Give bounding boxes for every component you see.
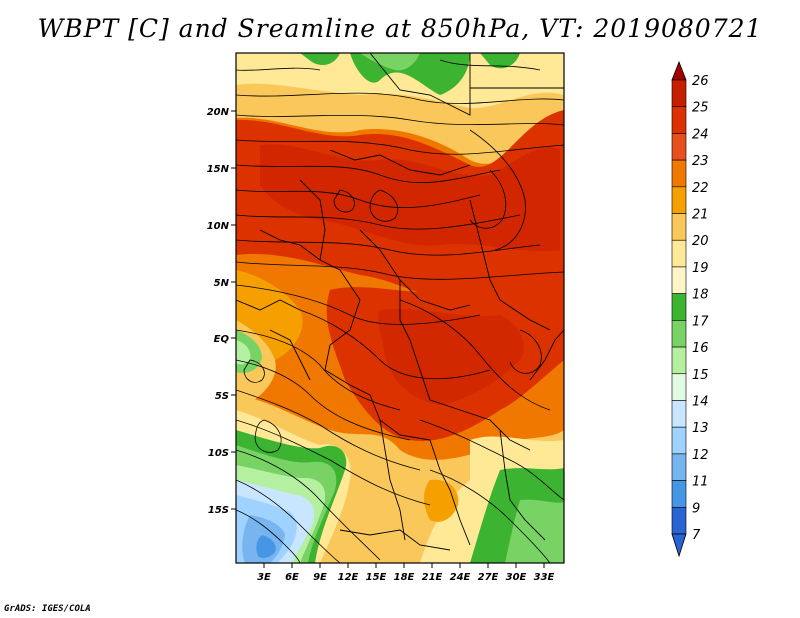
lat-label: EQ bbox=[214, 334, 230, 345]
lat-label: 20N bbox=[207, 107, 230, 118]
colorbar-label: 13 bbox=[692, 421, 709, 436]
colorbar-cell bbox=[671, 453, 687, 481]
lat-label: 15S bbox=[208, 505, 229, 516]
colorbar-bottom-arrow bbox=[671, 533, 687, 558]
colorbar-label: 21 bbox=[692, 208, 709, 223]
lat-axis: 20N 15N 10N 5N EQ 5S 10S 15S bbox=[207, 107, 236, 516]
lon-axis: 3E 6E 9E 12E 15E 18E 21E 24E 27E 30E 33E bbox=[257, 563, 555, 583]
colorbar-label: 9 bbox=[692, 501, 700, 516]
lat-label: 15N bbox=[207, 164, 230, 175]
colorbar-label: 19 bbox=[692, 261, 709, 276]
colorbar: 26 25 24 23 22 21 20 19 18 17 16 15 14 13 12 11 9 7 bbox=[671, 60, 709, 558]
lon-label: 3E bbox=[257, 572, 271, 583]
lon-label: 15E bbox=[366, 572, 387, 583]
colorbar-label: 7 bbox=[692, 528, 701, 543]
colorbar-cell bbox=[671, 373, 687, 401]
footer-credit: GrADS: IGES/COLA bbox=[4, 604, 91, 614]
colorbar-cell bbox=[671, 426, 687, 455]
lon-label: 30E bbox=[506, 572, 527, 583]
colorbar-label: 23 bbox=[692, 154, 709, 169]
colorbar-label: 12 bbox=[692, 448, 709, 463]
colorbar-top-arrow bbox=[671, 60, 687, 81]
lat-label: 5N bbox=[214, 278, 230, 289]
colorbar-label: 14 bbox=[692, 394, 709, 409]
colorbar-cell bbox=[671, 480, 687, 508]
country-borders bbox=[236, 53, 564, 551]
lat-label: 5S bbox=[215, 391, 229, 402]
lon-label: 27E bbox=[478, 572, 499, 583]
lon-label: 6E bbox=[285, 572, 299, 583]
streamlines bbox=[236, 59, 564, 563]
colorbar-label: 17 bbox=[692, 314, 709, 329]
colorbar-label: 16 bbox=[692, 341, 709, 356]
chart-title: WBPT [C] and Sreamline at 850hPa, VT: 20… bbox=[37, 14, 763, 43]
colorbar-label: 25 bbox=[692, 101, 709, 116]
lon-label: 21E bbox=[422, 572, 443, 583]
colorbar-label: 11 bbox=[692, 475, 709, 490]
colorbar-cell bbox=[671, 106, 687, 134]
colorbar-label: 24 bbox=[692, 127, 709, 142]
colorbar-cell bbox=[671, 400, 687, 428]
colorbar-cell bbox=[671, 133, 687, 161]
colorbar-cell bbox=[671, 346, 687, 375]
colorbar-cell bbox=[671, 320, 687, 348]
colorbar-cell bbox=[671, 159, 687, 188]
colorbar-label: 15 bbox=[692, 368, 709, 383]
lat-label: 10S bbox=[208, 448, 229, 459]
colorbar-cell bbox=[671, 506, 687, 535]
colorbar-cell bbox=[671, 213, 687, 241]
colorbar-label: 22 bbox=[692, 181, 709, 196]
colorbar-label: 20 bbox=[692, 234, 709, 249]
colorbar-cell bbox=[671, 186, 687, 214]
map-frame bbox=[235, 52, 565, 564]
colorbar-cell bbox=[671, 79, 687, 108]
lat-label: 10N bbox=[207, 221, 230, 232]
lon-label: 33E bbox=[534, 572, 555, 583]
colorbar-cell bbox=[671, 293, 687, 321]
colorbar-cell bbox=[671, 239, 687, 268]
lon-label: 24E bbox=[450, 572, 471, 583]
colorbar-label: 26 bbox=[692, 74, 709, 89]
colorbar-cell bbox=[671, 266, 687, 294]
lon-label: 9E bbox=[313, 572, 327, 583]
lon-label: 18E bbox=[394, 572, 415, 583]
colorbar-label: 18 bbox=[692, 288, 709, 303]
lon-label: 12E bbox=[338, 572, 359, 583]
